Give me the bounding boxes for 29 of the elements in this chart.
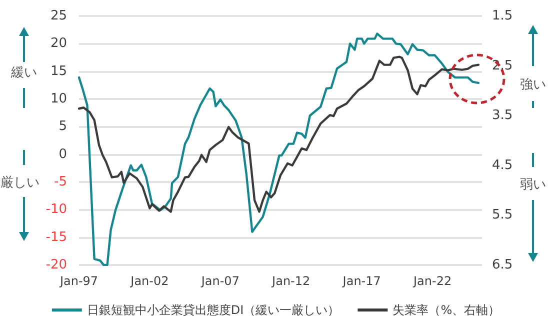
x-tick-label: Jan-12 (271, 274, 310, 288)
x-tick-label: Jan-02 (130, 274, 169, 288)
y-tick-label: 5 (58, 119, 67, 134)
y-tick-label: 10 (50, 92, 67, 106)
line-series (78, 56, 480, 213)
y-tick-label: -15 (46, 230, 67, 245)
x-tick-label: Jan-22 (412, 274, 452, 288)
y2-tick-label: 1.5 (492, 8, 513, 24)
y-tick-label: -20 (46, 258, 67, 272)
legend-label: 日銀短観中小企業貸出態度DI（緩い一厳しい） (86, 303, 340, 317)
y-tick-label: 0 (58, 146, 67, 162)
x-tick-label: Jan-17 (342, 274, 381, 288)
legend-label: 失業率（%、右軸） (392, 303, 500, 317)
text: 厳しい (0, 176, 40, 190)
y2-tick-label: 3.5 (492, 108, 513, 124)
line-series (78, 32, 480, 266)
y2-tick-label: 6.5 (492, 258, 513, 272)
x-tick-label: Jan-07 (200, 274, 240, 288)
x-tick-label: Jan-97 (58, 274, 98, 288)
y-tick-label: 15 (50, 64, 67, 79)
y-tick-label: 20 (50, 36, 67, 52)
y-tick-label: -5 (54, 174, 67, 190)
text: 弱い (520, 178, 546, 192)
y-tick-label: -10 (46, 202, 67, 218)
text: 強い (520, 78, 546, 92)
y2-tick-label: 4.5 (492, 158, 513, 173)
y2-tick-label: 5.5 (492, 208, 513, 223)
text: 緩い (10, 66, 37, 80)
y-tick-label: 25 (50, 8, 67, 24)
